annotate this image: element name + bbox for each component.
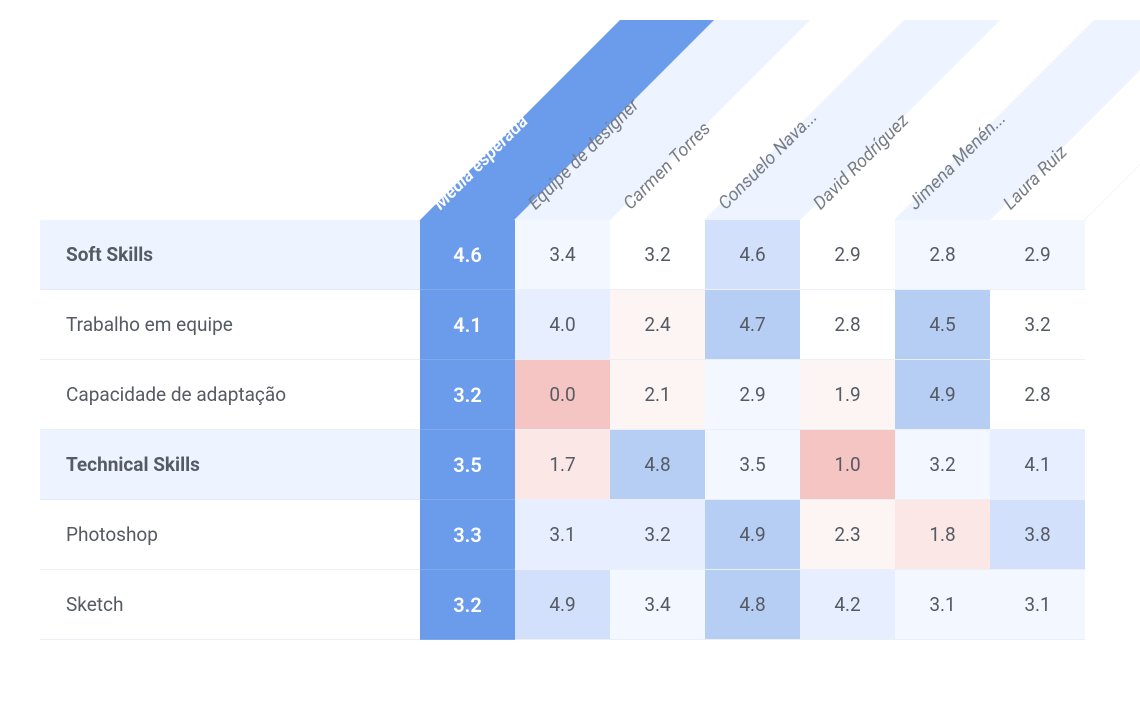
data-cell: 3.5 xyxy=(705,430,800,500)
row-label: Trabalho em equipe xyxy=(40,290,420,360)
data-cell: 1.8 xyxy=(895,500,990,570)
table-row: Technical Skills3.51.74.83.51.03.24.1 xyxy=(40,430,1100,500)
expected-average-cell: 3.3 xyxy=(420,500,515,570)
data-cell: 2.4 xyxy=(610,290,705,360)
data-cell: 4.8 xyxy=(610,430,705,500)
data-cell: 2.9 xyxy=(990,220,1085,290)
row-label: Technical Skills xyxy=(40,430,420,500)
data-cell: 4.8 xyxy=(705,570,800,640)
data-cell: 3.4 xyxy=(515,220,610,290)
expected-average-cell: 3.2 xyxy=(420,360,515,430)
data-cell: 4.2 xyxy=(800,570,895,640)
data-cell: 4.9 xyxy=(515,570,610,640)
expected-average-cell: 4.1 xyxy=(420,290,515,360)
skills-heatmap: Media esperadaEquipe de designerCarmen T… xyxy=(40,20,1100,640)
data-cell: 1.0 xyxy=(800,430,895,500)
data-cell: 0.0 xyxy=(515,360,610,430)
column-header-label: Media esperada xyxy=(429,111,532,214)
data-cell: 1.9 xyxy=(800,360,895,430)
table-row: Sketch3.24.93.44.84.23.13.1 xyxy=(40,570,1100,640)
data-cell: 3.4 xyxy=(610,570,705,640)
data-cell: 2.8 xyxy=(895,220,990,290)
table-row: Trabalho em equipe4.14.02.44.72.84.53.2 xyxy=(40,290,1100,360)
data-cell: 4.0 xyxy=(515,290,610,360)
table-row: Soft Skills4.63.43.24.62.92.82.9 xyxy=(40,220,1100,290)
row-label: Photoshop xyxy=(40,500,420,570)
data-cell: 3.1 xyxy=(895,570,990,640)
data-cell: 3.1 xyxy=(515,500,610,570)
data-cell: 3.2 xyxy=(990,290,1085,360)
data-cell: 4.7 xyxy=(705,290,800,360)
table-row: Capacidade de adaptação3.20.02.12.91.94.… xyxy=(40,360,1100,430)
column-headers: Media esperadaEquipe de designerCarmen T… xyxy=(420,20,1100,220)
data-cell: 3.1 xyxy=(990,570,1085,640)
data-cell: 3.2 xyxy=(895,430,990,500)
row-label: Capacidade de adaptação xyxy=(40,360,420,430)
data-cell: 3.2 xyxy=(610,220,705,290)
expected-average-cell: 3.5 xyxy=(420,430,515,500)
heatmap-rows: Soft Skills4.63.43.24.62.92.82.9Trabalho… xyxy=(40,220,1100,640)
data-cell: 4.9 xyxy=(705,500,800,570)
data-cell: 2.3 xyxy=(800,500,895,570)
expected-average-cell: 3.2 xyxy=(420,570,515,640)
data-cell: 2.9 xyxy=(705,360,800,430)
row-label: Soft Skills xyxy=(40,220,420,290)
data-cell: 3.2 xyxy=(610,500,705,570)
data-cell: 4.9 xyxy=(895,360,990,430)
data-cell: 2.8 xyxy=(800,290,895,360)
expected-average-cell: 4.6 xyxy=(420,220,515,290)
row-label: Sketch xyxy=(40,570,420,640)
data-cell: 3.8 xyxy=(990,500,1085,570)
data-cell: 2.8 xyxy=(990,360,1085,430)
table-row: Photoshop3.33.13.24.92.31.83.8 xyxy=(40,500,1100,570)
data-cell: 4.1 xyxy=(990,430,1085,500)
data-cell: 2.9 xyxy=(800,220,895,290)
data-cell: 1.7 xyxy=(515,430,610,500)
data-cell: 2.1 xyxy=(610,360,705,430)
data-cell: 4.5 xyxy=(895,290,990,360)
data-cell: 4.6 xyxy=(705,220,800,290)
